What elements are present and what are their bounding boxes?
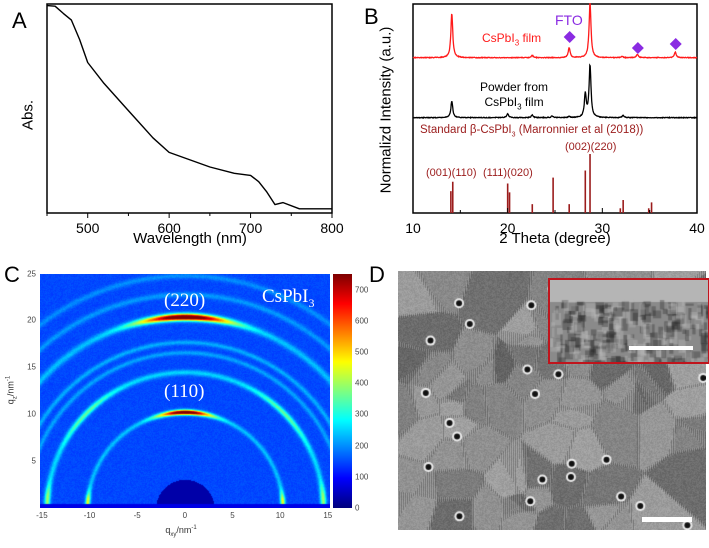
y-axis-label-c: qz/nm-1 (6, 376, 19, 404)
x-tick-label: 40 (689, 220, 705, 236)
legend-standard: Standard β-CsPbI3 (Marronnier et al (201… (420, 124, 643, 138)
panel-label-a: A (12, 8, 27, 34)
colorbar-tick-label: 0 (355, 504, 359, 513)
x-tick-label: 500 (76, 220, 100, 236)
fto-diamond-marker (564, 31, 576, 43)
x-axis-label-b: 2 Theta (degree) (499, 230, 610, 247)
x-tick-label: 5 (230, 511, 234, 520)
colorbar-tick-label: 600 (355, 316, 368, 325)
x-axis-label-c: qxy/nm-1 (165, 525, 196, 538)
y-tick-label: 10 (27, 410, 36, 419)
absorbance-chart: 500 600 700 800 (0, 0, 345, 255)
hkl-label-001-110: (001)(110) (426, 167, 477, 179)
fto-label: FTO (555, 12, 583, 28)
peak-label-110: (110) (164, 381, 204, 403)
fto-diamond-marker (670, 38, 682, 50)
hkl-label-111-020: (111)(020) (483, 167, 533, 179)
x-tick-label: 0 (183, 511, 187, 520)
x-tick-label: -10 (84, 511, 96, 520)
hkl-label-002-220: (002)(220) (565, 141, 616, 153)
x-tick-label: 800 (320, 220, 344, 236)
legend-film: CsPbI3 film (482, 31, 541, 47)
x-axis-label-a: Wavelength (nm) (133, 230, 247, 247)
x-tick-label: -5 (134, 511, 141, 520)
colorbar-tick-label: 500 (355, 348, 368, 357)
x-tick-label: 10 (276, 511, 285, 520)
y-tick-label: 5 (32, 457, 36, 466)
colorbar-tick-label: 700 (355, 285, 368, 294)
legend-powder: Powder from CsPbI3 film (480, 80, 548, 114)
sem-cross-section-inset (548, 278, 709, 364)
plot-frame (413, 4, 697, 213)
panel-label-d: D (369, 262, 385, 288)
plot-frame (47, 4, 332, 213)
x-tick-label: 15 (323, 511, 332, 520)
peak-label-220: (220) (164, 290, 205, 312)
colorbar (333, 274, 352, 508)
colorbar-tick-label: 400 (355, 379, 368, 388)
x-tick-label: 10 (405, 220, 421, 236)
colorbar-tick-label: 300 (355, 410, 368, 419)
heatmap-title: CsPbI3 (262, 286, 314, 311)
panel-label-b: B (364, 4, 379, 30)
fto-diamond-marker (632, 42, 644, 54)
powder-trace (413, 65, 697, 118)
colorbar-tick-label: 200 (355, 441, 368, 450)
x-tick-label: -15 (36, 511, 48, 520)
colorbar-tick-label: 100 (355, 472, 368, 481)
y-axis-label-b: Normalizd Intensity (a.u.) (378, 27, 395, 194)
y-axis-label-a: Abs. (20, 100, 37, 130)
inset-scale-bar (629, 346, 693, 350)
panel-label-c: C (4, 262, 20, 288)
y-tick-label: 15 (27, 363, 36, 372)
scale-bar (642, 517, 692, 522)
y-tick-label: 25 (27, 269, 36, 278)
y-tick-label: 20 (27, 316, 36, 325)
absorbance-line (47, 6, 332, 209)
